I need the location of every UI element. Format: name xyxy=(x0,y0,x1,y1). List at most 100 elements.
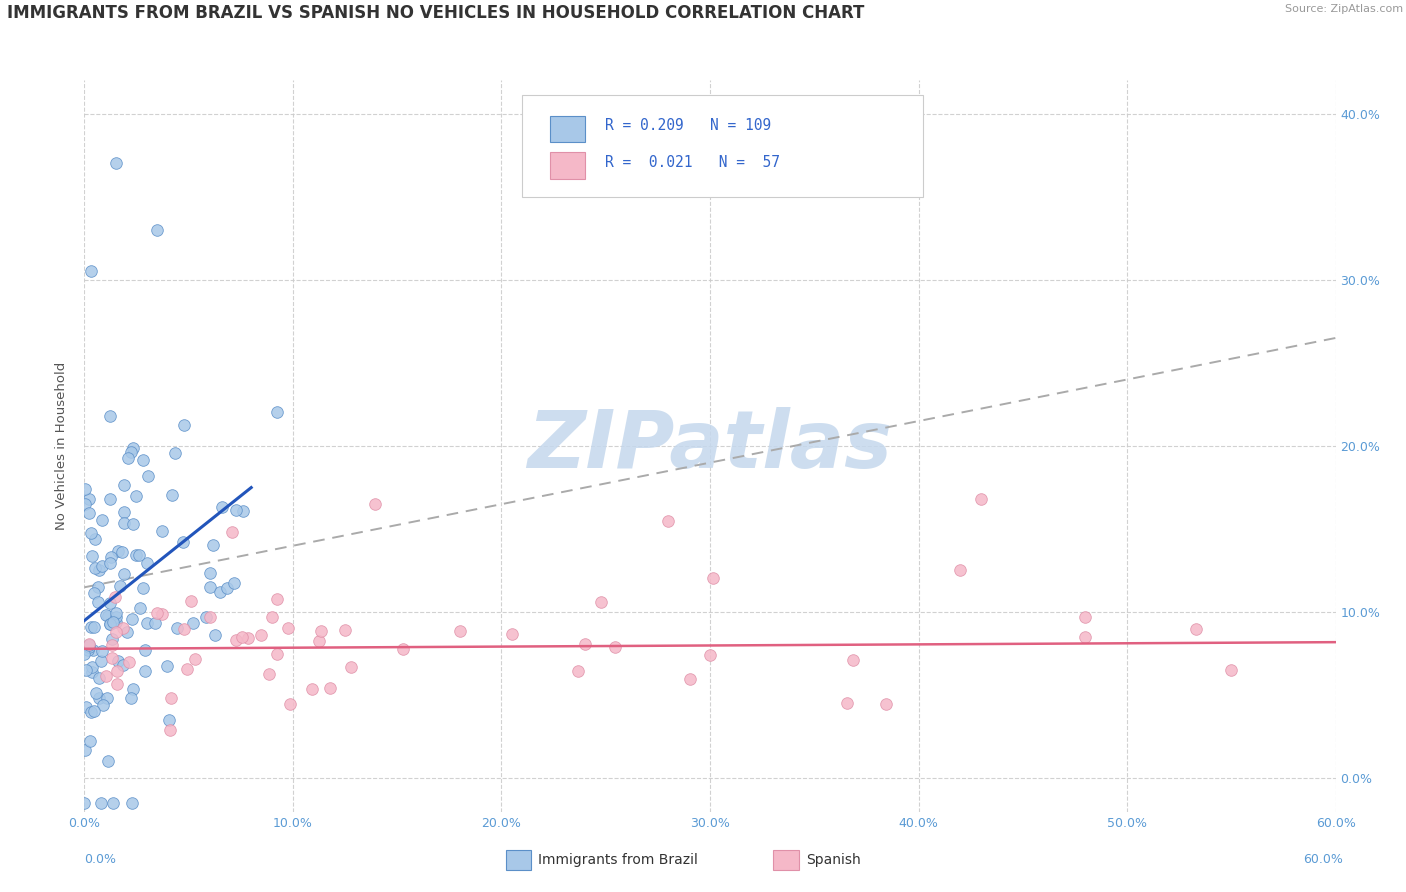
Point xyxy=(232,504,254,518)
Point xyxy=(875,697,897,711)
Point xyxy=(574,637,596,651)
Point xyxy=(138,469,160,483)
Point xyxy=(96,668,118,682)
Point xyxy=(132,581,155,595)
Point xyxy=(77,637,100,651)
Point xyxy=(75,482,97,496)
Point xyxy=(89,671,111,685)
Text: IMMIGRANTS FROM BRAZIL VS SPANISH NO VEHICLES IN HOUSEHOLD CORRELATION CHART: IMMIGRANTS FROM BRAZIL VS SPANISH NO VEH… xyxy=(7,4,865,22)
Point xyxy=(121,797,143,811)
Point xyxy=(122,441,145,455)
Point xyxy=(156,658,179,673)
Point xyxy=(104,610,127,624)
Point xyxy=(160,488,183,502)
Point xyxy=(90,654,112,668)
Point xyxy=(699,648,721,663)
Point xyxy=(567,664,589,678)
Point xyxy=(1074,630,1097,644)
Point xyxy=(77,642,100,657)
Point xyxy=(266,647,288,661)
Point xyxy=(236,631,259,645)
Point xyxy=(319,681,342,696)
Point xyxy=(301,681,323,696)
Point xyxy=(82,643,104,657)
Point xyxy=(101,797,124,811)
Point xyxy=(98,596,121,610)
Point xyxy=(200,610,222,624)
Point xyxy=(195,609,218,624)
Point xyxy=(391,641,413,656)
Point xyxy=(184,652,207,666)
Point xyxy=(250,628,273,642)
Point xyxy=(225,632,247,647)
Point xyxy=(225,503,247,517)
Point xyxy=(83,586,105,600)
Point xyxy=(98,409,121,424)
Point xyxy=(100,491,122,506)
Point xyxy=(98,557,121,571)
Point xyxy=(1185,622,1208,636)
Point xyxy=(101,632,124,646)
Point xyxy=(308,633,330,648)
Point xyxy=(73,797,96,811)
Point xyxy=(114,478,136,492)
Point xyxy=(111,545,134,559)
Point xyxy=(79,640,101,654)
Point xyxy=(79,264,101,278)
Point xyxy=(150,607,173,621)
Point xyxy=(83,620,105,634)
Point xyxy=(73,742,96,756)
Point xyxy=(83,704,105,718)
Point xyxy=(970,492,993,507)
Point xyxy=(224,576,246,591)
Point xyxy=(277,621,299,635)
Point xyxy=(77,639,100,653)
Point xyxy=(134,664,156,678)
Point xyxy=(91,698,114,712)
Bar xyxy=(550,153,585,179)
Point xyxy=(221,524,243,539)
Point xyxy=(104,625,127,640)
Point xyxy=(75,497,97,511)
Point xyxy=(679,673,702,687)
Text: 0.0%: 0.0% xyxy=(84,854,117,866)
Point xyxy=(125,489,148,503)
Point xyxy=(98,616,121,631)
Point xyxy=(157,713,180,727)
Point xyxy=(259,666,281,681)
Point xyxy=(122,517,145,532)
Point xyxy=(104,156,127,170)
Point xyxy=(364,497,387,511)
Point xyxy=(340,659,363,673)
Point xyxy=(201,539,224,553)
Point xyxy=(84,532,107,546)
Point xyxy=(98,616,121,631)
Point xyxy=(603,640,626,654)
Point xyxy=(146,223,169,237)
Point xyxy=(166,621,188,635)
Point xyxy=(702,571,724,585)
Point xyxy=(266,405,288,419)
Point xyxy=(90,797,112,811)
Point xyxy=(111,621,134,635)
Point xyxy=(104,615,127,629)
Point xyxy=(86,580,108,594)
Point xyxy=(75,664,97,678)
Point xyxy=(117,451,139,466)
Text: Spanish: Spanish xyxy=(806,853,860,867)
Point xyxy=(82,549,104,563)
Point xyxy=(112,567,135,582)
Point xyxy=(198,580,221,594)
Point xyxy=(108,579,131,593)
Point xyxy=(204,628,226,642)
Point xyxy=(87,691,110,706)
Point xyxy=(132,453,155,467)
Text: Immigrants from Brazil: Immigrants from Brazil xyxy=(538,853,699,867)
Text: R = 0.209   N = 109: R = 0.209 N = 109 xyxy=(605,118,770,133)
Point xyxy=(160,691,183,706)
Point xyxy=(97,608,120,623)
Point xyxy=(90,558,112,573)
Point xyxy=(100,550,122,565)
Point xyxy=(84,560,107,574)
Text: ZIPatlas: ZIPatlas xyxy=(527,407,893,485)
